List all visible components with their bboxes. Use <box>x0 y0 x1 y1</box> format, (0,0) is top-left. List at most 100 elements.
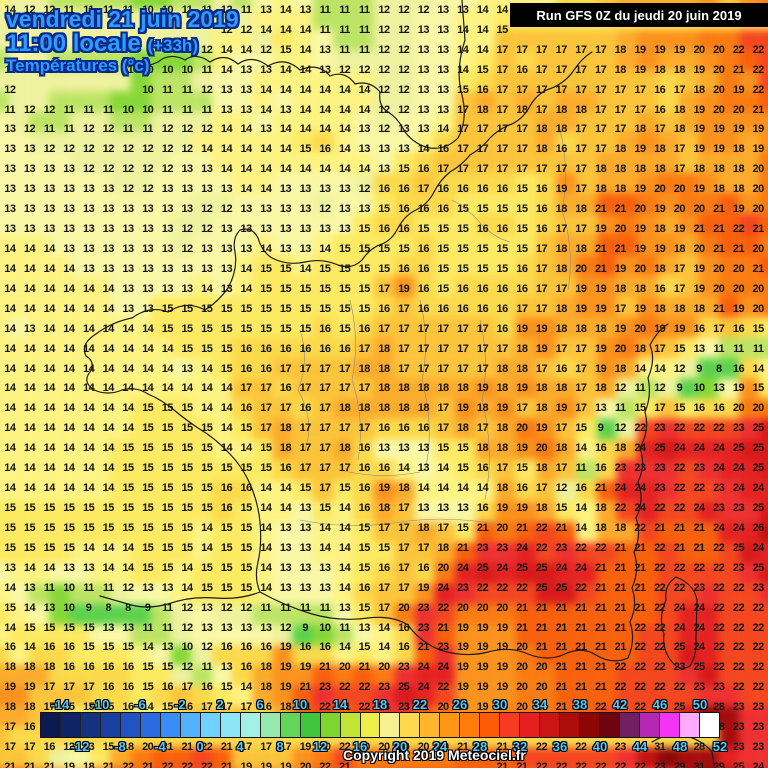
temp-field-cell <box>110 29 131 50</box>
temp-field-cell <box>637 521 658 543</box>
temp-field-cell <box>231 357 253 379</box>
temp-field-cell <box>333 8 354 30</box>
temp-value: 13 <box>319 63 331 76</box>
temp-value: 16 <box>535 183 548 196</box>
temp-field-cell <box>617 337 638 358</box>
temp-value: 14 <box>240 681 253 694</box>
temp-value: 21 <box>614 243 627 256</box>
temp-field-cell <box>414 747 435 768</box>
temp-value: 15 <box>122 641 134 654</box>
temp-field-cell <box>454 214 476 235</box>
temp-value: 19 <box>693 262 705 275</box>
temp-value: 21 <box>594 621 607 634</box>
temp-field-cell <box>171 152 192 174</box>
temp-field-cell <box>150 29 172 50</box>
temp-value: 11 <box>181 83 193 96</box>
temp-field-cell <box>414 337 435 358</box>
temp-field-cell <box>29 747 50 768</box>
temp-value: 11 <box>319 3 331 16</box>
temp-field-cell <box>718 685 739 707</box>
temp-field-cell <box>515 337 537 358</box>
temp-field-cell <box>69 275 90 297</box>
temp-field-cell <box>617 29 638 50</box>
temp-value: 17 <box>555 282 568 295</box>
temp-value: 21 <box>693 223 705 236</box>
temp-value: 13 <box>201 601 213 614</box>
temp-value: 20 <box>732 402 745 415</box>
temp-field-cell <box>536 501 557 522</box>
temp-value: 18 <box>417 521 430 534</box>
temp-value: 9 <box>85 601 92 614</box>
temp-value: 13 <box>23 143 36 156</box>
temp-value: 15 <box>82 521 95 534</box>
temp-field-cell <box>292 152 313 174</box>
temp-value: 13 <box>437 502 449 514</box>
temp-field-cell <box>637 131 658 153</box>
temp-field-cell <box>49 234 70 256</box>
temp-field-cell <box>150 337 172 358</box>
temp-field-cell <box>231 8 253 30</box>
temp-value: 15 <box>240 541 253 554</box>
temp-value: 21 <box>535 601 548 614</box>
temp-field-cell <box>171 29 192 50</box>
temp-value: 24 <box>693 601 705 614</box>
temp-value: 25 <box>693 661 705 674</box>
temp-field-cell <box>454 111 476 132</box>
temp-value: 23 <box>693 462 705 475</box>
temp-value: 29 <box>713 760 725 768</box>
temp-value: 20 <box>378 741 390 754</box>
temp-value: 19 <box>752 123 765 136</box>
temp-field-cell <box>69 685 90 707</box>
temp-value: 22 <box>654 701 666 714</box>
temp-field-cell <box>637 111 658 132</box>
temp-value: 14 <box>63 462 75 475</box>
temp-value: 15 <box>358 282 371 295</box>
temp-field-cell <box>556 562 577 584</box>
temp-field-cell <box>495 49 516 71</box>
temp-field-cell <box>191 296 212 317</box>
temp-value: 14 <box>260 83 272 96</box>
temp-value: 17 <box>319 462 331 475</box>
temp-field-cell <box>333 111 354 132</box>
scale-swatch <box>399 713 420 737</box>
temp-field-cell <box>191 152 212 174</box>
temp-value: 23 <box>732 741 745 754</box>
temp-value: 14 <box>63 362 75 375</box>
temp-field-cell <box>637 193 658 215</box>
temp-field-cell <box>29 501 50 522</box>
temp-value: 17 <box>594 83 607 96</box>
temp-value: 13 <box>142 243 154 256</box>
temp-field-cell <box>49 255 70 276</box>
temp-field-cell <box>657 337 679 358</box>
temp-field-cell <box>576 152 597 174</box>
temp-field-cell <box>637 747 658 768</box>
temp-value: 15 <box>142 541 154 554</box>
temp-field-cell <box>434 685 455 707</box>
temp-value: 13 <box>142 302 154 315</box>
temp-field-cell <box>191 49 212 71</box>
temp-field-cell <box>191 275 212 297</box>
temp-field-cell <box>292 521 313 543</box>
temp-field-cell <box>617 542 638 563</box>
temp-value <box>118 80 138 100</box>
temp-value <box>98 80 118 100</box>
temp-field-cell <box>191 542 212 563</box>
temp-value: 14 <box>43 322 56 335</box>
temp-value: 13 <box>398 123 410 136</box>
temp-value: 16 <box>378 302 390 315</box>
temp-field-cell <box>759 337 768 358</box>
temp-value: 13 <box>594 402 607 415</box>
temp-value: 14 <box>437 462 449 475</box>
temp-value: 18 <box>398 402 410 415</box>
temp-field-cell <box>414 603 435 625</box>
temp-value: 14 <box>279 23 292 36</box>
temp-field-cell <box>536 439 557 461</box>
temp-value: 15 <box>476 243 489 256</box>
temp-value: 17 <box>496 342 509 355</box>
temp-field-cell <box>110 583 131 604</box>
temp-value: 22 <box>732 641 745 654</box>
temp-field-cell <box>373 29 395 50</box>
temp-field-cell <box>556 357 577 379</box>
temp-field-cell <box>8 521 30 543</box>
temp-field-cell <box>231 70 253 91</box>
